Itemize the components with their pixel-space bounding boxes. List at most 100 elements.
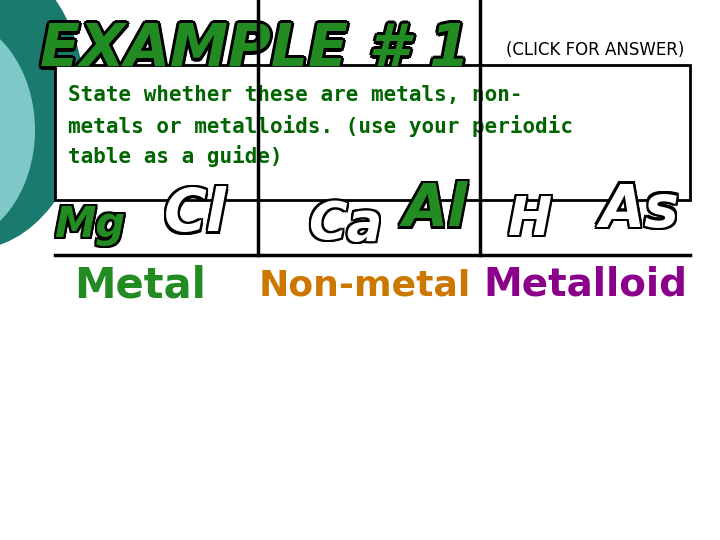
Text: Cl: Cl bbox=[165, 188, 228, 245]
Text: H: H bbox=[510, 192, 554, 244]
Text: H: H bbox=[508, 194, 552, 246]
Text: Mg: Mg bbox=[57, 206, 127, 248]
Text: EXAMPLE # 1: EXAMPLE # 1 bbox=[40, 19, 470, 76]
Text: As: As bbox=[601, 180, 681, 237]
Text: As: As bbox=[598, 180, 678, 237]
Text: Mg: Mg bbox=[53, 206, 123, 248]
Text: As: As bbox=[598, 184, 678, 241]
Text: As: As bbox=[601, 183, 681, 240]
Text: Ca: Ca bbox=[310, 197, 384, 249]
Text: Mg: Mg bbox=[53, 204, 123, 246]
Text: Al: Al bbox=[400, 179, 465, 237]
Text: Metalloid: Metalloid bbox=[483, 266, 687, 304]
Text: Al: Al bbox=[401, 180, 466, 237]
Text: Ca: Ca bbox=[310, 201, 384, 253]
Ellipse shape bbox=[0, 15, 35, 245]
Text: EXAMPLE # 1: EXAMPLE # 1 bbox=[42, 24, 472, 81]
Text: (CLICK FOR ANSWER): (CLICK FOR ANSWER) bbox=[506, 41, 684, 59]
Text: Al: Al bbox=[404, 180, 469, 237]
Text: Ca: Ca bbox=[307, 200, 381, 252]
FancyBboxPatch shape bbox=[55, 65, 690, 200]
Text: Mg: Mg bbox=[53, 202, 124, 245]
Text: Metal: Metal bbox=[74, 264, 206, 306]
Text: Al: Al bbox=[404, 183, 469, 240]
Ellipse shape bbox=[0, 0, 85, 250]
Text: As: As bbox=[598, 183, 678, 240]
Text: EXAMPLE # 1: EXAMPLE # 1 bbox=[40, 25, 470, 82]
Text: Mg: Mg bbox=[55, 204, 125, 246]
Text: H: H bbox=[506, 192, 550, 244]
Text: H: H bbox=[507, 195, 551, 247]
Text: Cl: Cl bbox=[166, 188, 228, 246]
Text: EXAMPLE # 1: EXAMPLE # 1 bbox=[40, 24, 470, 81]
Text: H: H bbox=[509, 195, 554, 247]
Text: Ca: Ca bbox=[306, 197, 380, 249]
Text: Al: Al bbox=[405, 181, 469, 239]
Text: Ca: Ca bbox=[306, 201, 380, 253]
Text: Al: Al bbox=[402, 179, 467, 237]
Text: Ca: Ca bbox=[307, 198, 381, 249]
Text: H: H bbox=[510, 196, 554, 248]
Text: H: H bbox=[506, 196, 550, 248]
Text: Cl: Cl bbox=[162, 188, 225, 245]
Text: As: As bbox=[598, 179, 678, 237]
Text: Cl: Cl bbox=[163, 188, 226, 246]
Text: Mg: Mg bbox=[57, 202, 127, 244]
Text: Ca: Ca bbox=[310, 199, 384, 251]
Text: EXAMPLE # 1: EXAMPLE # 1 bbox=[37, 22, 467, 78]
Text: Mg: Mg bbox=[56, 202, 127, 245]
Text: Ca: Ca bbox=[309, 198, 384, 249]
Text: Non-metal: Non-metal bbox=[259, 268, 471, 302]
Text: Al: Al bbox=[405, 179, 469, 237]
Text: As: As bbox=[600, 181, 680, 239]
Text: Cl: Cl bbox=[161, 186, 225, 244]
Text: Cl: Cl bbox=[166, 184, 228, 241]
Text: EXAMPLE # 1: EXAMPLE # 1 bbox=[37, 19, 467, 76]
Text: Mg: Mg bbox=[57, 204, 127, 246]
Text: Al: Al bbox=[400, 181, 465, 239]
Text: EXAMPLE # 1: EXAMPLE # 1 bbox=[42, 22, 472, 78]
Text: Cl: Cl bbox=[163, 186, 226, 244]
Text: As: As bbox=[602, 181, 682, 239]
Text: Mg: Mg bbox=[56, 205, 127, 247]
Text: Mg: Mg bbox=[53, 202, 123, 244]
Text: Cl: Cl bbox=[165, 185, 228, 242]
Text: Ca: Ca bbox=[309, 200, 384, 252]
Text: Cl: Cl bbox=[161, 184, 225, 241]
Text: EXAMPLE # 1: EXAMPLE # 1 bbox=[38, 20, 469, 77]
Text: Ca: Ca bbox=[308, 199, 382, 251]
Text: Mg: Mg bbox=[55, 206, 125, 248]
Text: Cl: Cl bbox=[166, 186, 228, 244]
Text: As: As bbox=[598, 181, 678, 239]
Text: State whether these are metals, non-: State whether these are metals, non- bbox=[68, 85, 523, 105]
Text: Ca: Ca bbox=[308, 201, 382, 253]
Text: EXAMPLE # 1: EXAMPLE # 1 bbox=[40, 18, 470, 75]
Text: Al: Al bbox=[401, 183, 466, 240]
Text: Ca: Ca bbox=[308, 197, 382, 249]
Text: Ca: Ca bbox=[306, 199, 380, 251]
Text: H: H bbox=[507, 193, 551, 245]
Text: EXAMPLE # 1: EXAMPLE # 1 bbox=[42, 19, 472, 76]
Text: H: H bbox=[508, 196, 552, 248]
Text: EXAMPLE # 1: EXAMPLE # 1 bbox=[37, 22, 467, 78]
Text: Mg: Mg bbox=[53, 205, 124, 247]
Text: EXAMPLE # 1: EXAMPLE # 1 bbox=[38, 23, 469, 80]
Text: Cl: Cl bbox=[163, 184, 226, 241]
Text: As: As bbox=[602, 179, 682, 237]
Text: Al: Al bbox=[400, 184, 465, 241]
Text: H: H bbox=[506, 194, 550, 246]
Text: metals or metalloids. (use your periodic: metals or metalloids. (use your periodic bbox=[68, 115, 573, 137]
Text: EXAMPLE # 1: EXAMPLE # 1 bbox=[43, 22, 473, 78]
Text: H: H bbox=[508, 192, 552, 244]
Text: Al: Al bbox=[402, 184, 467, 241]
Text: EXAMPLE # 1: EXAMPLE # 1 bbox=[40, 22, 470, 78]
Text: H: H bbox=[509, 193, 554, 245]
Text: Al: Al bbox=[405, 184, 469, 241]
Text: table as a guide): table as a guide) bbox=[68, 145, 283, 167]
Text: As: As bbox=[602, 184, 682, 241]
Text: Cl: Cl bbox=[162, 185, 225, 242]
Text: As: As bbox=[600, 179, 680, 237]
Text: EXAMPLE # 1: EXAMPLE # 1 bbox=[37, 24, 467, 81]
Text: Cl: Cl bbox=[161, 188, 225, 246]
Text: H: H bbox=[510, 194, 554, 246]
